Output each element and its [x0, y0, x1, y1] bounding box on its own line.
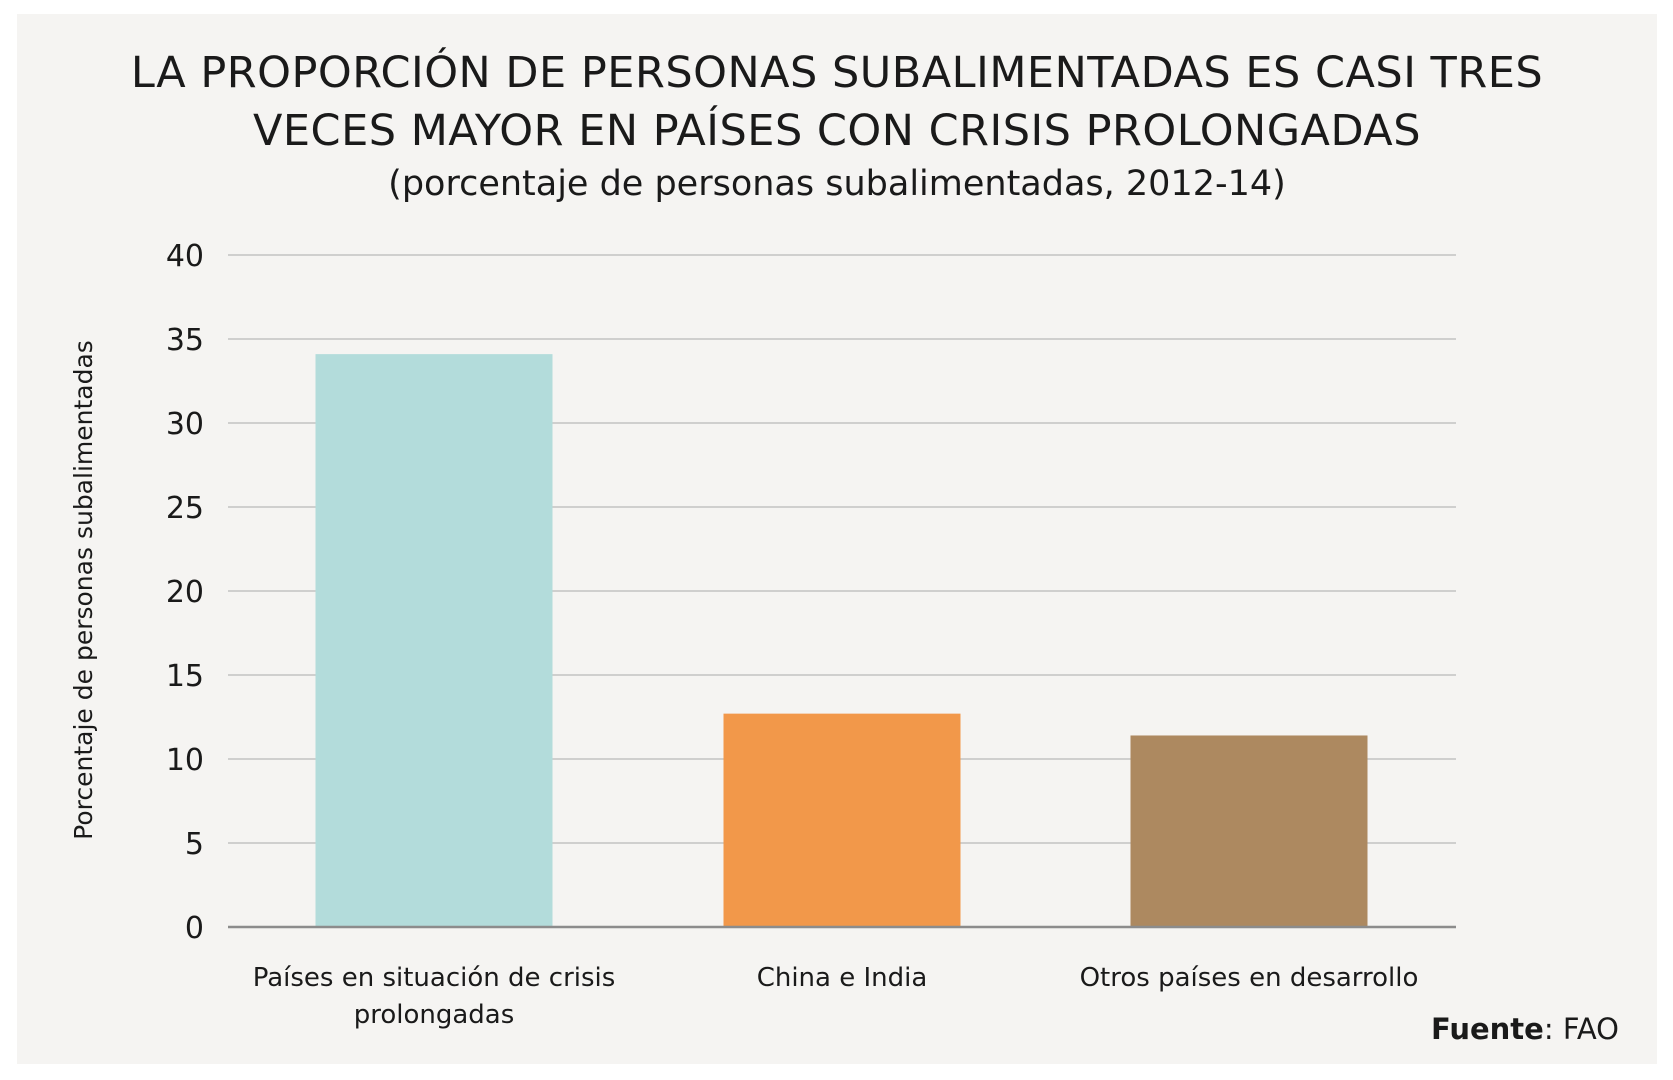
y-tick-label: 30 [166, 407, 204, 442]
bars [315, 354, 1368, 927]
y-tick-labels: 0 5 10 15 20 25 30 35 40 [166, 239, 204, 946]
y-tick-label: 25 [166, 491, 204, 526]
y-tick-label: 40 [166, 239, 204, 274]
bar-1 [723, 713, 961, 927]
y-tick-label: 35 [166, 323, 204, 358]
category-label: Otros países en desarrollo [1080, 963, 1419, 993]
bar-2 [1130, 735, 1368, 927]
bar-0 [315, 354, 553, 927]
chart-title: LA PROPORCIÓN DE PERSONAS SUBALIMENTADAS… [17, 44, 1657, 160]
chart-title-line-1: LA PROPORCIÓN DE PERSONAS SUBALIMENTADAS… [130, 48, 1544, 98]
chart-title-line-2: VECES MAYOR EN PAÍSES CON CRISIS PROLONG… [252, 106, 1422, 156]
chart-subtitle: (porcentaje de personas subalimentadas, … [388, 164, 1286, 204]
source-label: Fuente [1430, 1012, 1544, 1046]
category-label: prolongadas [354, 1000, 515, 1030]
category-label: Países en situación de crisis [253, 963, 616, 993]
y-axis-label: Porcentaje de personas subalimentadas [69, 340, 98, 840]
source-note: Fuente: FAO [1431, 1012, 1619, 1046]
source-value: : FAO [1543, 1012, 1619, 1046]
y-tick-label: 5 [185, 827, 204, 862]
y-tick-label: 10 [166, 743, 204, 778]
y-tick-label: 20 [166, 575, 204, 610]
y-tick-label: 0 [185, 911, 204, 946]
y-tick-label: 15 [166, 659, 204, 694]
category-labels: Países en situación de crisis prolongadas… [253, 963, 1419, 1030]
category-label: China e India [757, 963, 928, 993]
